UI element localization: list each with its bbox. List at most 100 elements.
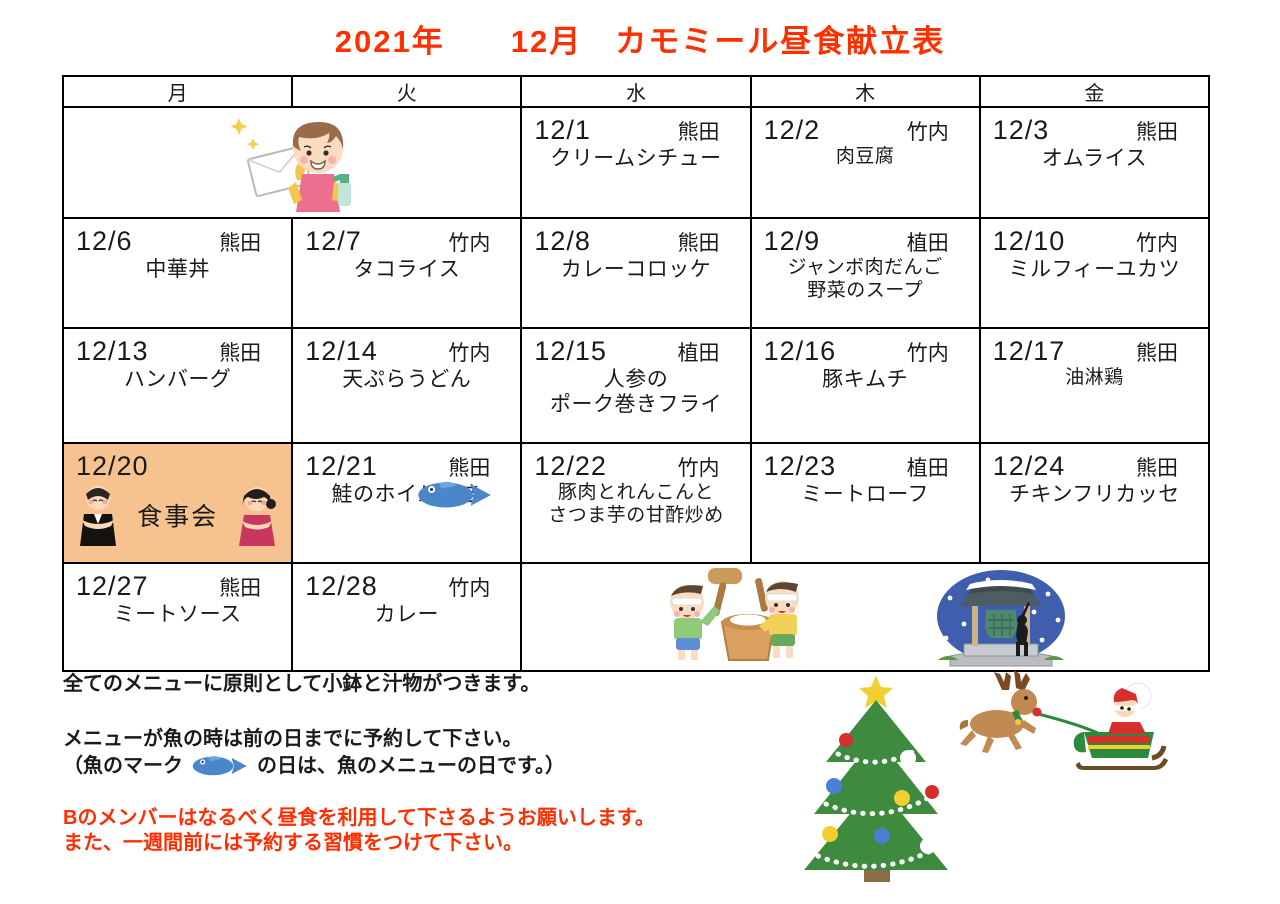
day-header-thu: 木	[749, 75, 981, 108]
cell-staff: 熊田	[219, 342, 262, 365]
cell-date: 12/23	[763, 451, 837, 481]
cell-staff: 熊田	[219, 577, 262, 600]
note-fish-reserve: メニューが魚の時は前の日までに予約して下さい。	[63, 728, 523, 750]
cell-menu: 人参の ポーク巻きフライ	[549, 368, 722, 417]
page-title: 2021年 12月 カモミール昼食献立表	[334, 24, 946, 59]
cell-12-22: 12/22 竹内 豚肉とれんこんと さつま芋の甘酢炒め	[520, 442, 752, 564]
cell-date: 12/28	[305, 571, 378, 601]
cell-menu: タコライス	[353, 258, 461, 281]
calendar-week-1: 12/1 熊田 クリームシチュー 12/2 竹内 肉豆腐 12/3 熊田 オムライス	[61, 106, 1211, 219]
calendar-week-3: 12/13 熊田 ハンバーグ 12/14 竹内 天ぷらうどん 12/15 植田 人参の ポーク巻き…	[61, 327, 1211, 444]
cell-staff: 竹内	[448, 577, 491, 600]
cell-menu: 天ぷらうどん	[342, 368, 472, 391]
cell-menu: チキンフリカッセ	[1009, 483, 1180, 506]
cell-menu: ハンバーグ	[123, 368, 232, 391]
cell-staff: 植田	[906, 457, 949, 480]
cell-staff: 熊田	[1136, 342, 1178, 365]
footer-notes: 全てのメニューに原則として小鉢と汁物がつきます。 メニューが魚の時は前の日までに…	[63, 672, 783, 856]
cell-12-17: 12/17 熊田 油淋鶏	[978, 327, 1211, 444]
cell-staff: 竹内	[448, 232, 491, 255]
cell-date: 12/21	[305, 451, 378, 481]
note-week-before: また、一週間前には予約する習慣をつけて下さい。	[63, 832, 523, 854]
cell-staff: 植田	[677, 342, 720, 365]
calendar-week-5: 12/27 熊田 ミートソース 12/28 竹内 カレー	[61, 560, 1210, 672]
cell-menu: ジャンボ肉だんご 野菜のスープ	[787, 257, 943, 301]
cleaning-lady-illustration	[225, 108, 360, 217]
note-side-dish: 全てのメニューに原則として小鉢と汁物がつきます。	[63, 673, 541, 695]
day-header-wed: 水	[520, 75, 752, 108]
note-b-members: Bのメンバーはなるべく昼食を利用して下さるようお願いします。	[63, 807, 655, 829]
cell-menu: 中華丼	[145, 258, 210, 281]
cell-staff: 竹内	[906, 342, 949, 365]
cell-date: 12/8	[534, 226, 591, 256]
cleaning-lady-cell	[61, 106, 523, 219]
cell-12-9: 12/9 植田 ジャンボ肉だんご 野菜のスープ	[749, 217, 981, 329]
cell-12-10: 12/10 竹内 ミルフィーユカツ	[978, 217, 1211, 329]
bowing-man-icon	[72, 482, 124, 548]
cell-12-27: 12/27 熊田 ミートソース	[61, 562, 294, 672]
cell-staff: 竹内	[906, 121, 949, 144]
cell-12-8: 12/8 熊田カレーコロッケ	[520, 217, 752, 329]
cell-date: 12/16	[763, 336, 837, 366]
cell-menu: クリームシチュー	[550, 147, 722, 170]
calendar-header-row: 月 火 水 木 金	[61, 75, 1211, 108]
cell-12-20: 12/20 食事会	[61, 442, 294, 564]
cell-date: 12/13	[76, 336, 149, 366]
cell-staff: 竹内	[1136, 232, 1178, 255]
cell-12-16: 12/16 竹内豚キムチ	[749, 327, 981, 444]
cell-12-7: 12/7 竹内タコライス	[291, 217, 523, 329]
note-fish-mark: （魚のマーク の日は、魚のメニューの日です。）	[63, 752, 783, 780]
day-header-mon: 月	[61, 75, 294, 108]
fish-icon	[191, 752, 249, 780]
cell-12-15: 12/15 植田 人参の ポーク巻きフライ	[520, 327, 752, 444]
cell-12-21: 12/21 熊田 鮭のホイル焼き	[291, 442, 523, 564]
cell-date: 12/24	[992, 451, 1066, 481]
cell-date: 12/6	[76, 226, 133, 256]
santa-sleigh-illustration	[942, 662, 1170, 779]
cell-date: 12/10	[992, 226, 1066, 256]
cell-menu: カレー	[374, 603, 440, 626]
cell-12-6: 12/6 熊田 中華丼	[61, 217, 294, 329]
cell-date: 12/17	[992, 336, 1066, 366]
cell-date: 12/22	[534, 451, 607, 481]
cell-staff: 熊田	[1136, 121, 1178, 144]
cell-menu: カレーコロッケ	[560, 258, 712, 281]
menu-calendar-table: 月 火 水 木 金 12/1 熊田 クリームシチュー 12/2 竹内 肉豆腐 12/3 熊田オ…	[61, 75, 1211, 672]
cell-menu: 油淋鶏	[1065, 367, 1124, 388]
cell-menu: 豚肉とれんこんと さつま芋の甘酢炒め	[548, 482, 724, 526]
cell-menu: ミートソース	[113, 603, 242, 626]
cell-12-1: 12/1 熊田クリームシチュー	[520, 106, 752, 219]
cell-staff: 植田	[906, 232, 949, 255]
mochi-pounding-illustration	[630, 560, 835, 667]
bowing-woman-icon	[231, 482, 283, 548]
cell-staff: 熊田	[1136, 457, 1178, 480]
cell-date: 12/14	[305, 336, 378, 366]
cell-staff: 竹内	[677, 457, 720, 480]
cell-date: 12/7	[305, 226, 362, 256]
cell-menu: 肉豆腐	[835, 146, 895, 167]
new-year-illustration-cell	[520, 560, 1210, 672]
cell-date: 12/2	[763, 115, 821, 145]
cell-staff: 竹内	[448, 342, 491, 365]
cell-menu: ミートローフ	[801, 483, 930, 506]
cell-12-23: 12/23 植田ミートローフ	[749, 442, 981, 564]
cell-12-14: 12/14 竹内天ぷらうどん	[291, 327, 523, 444]
cell-12-24: 12/24 熊田チキンフリカッセ	[978, 442, 1211, 564]
cell-staff: 熊田	[677, 121, 720, 144]
cell-date: 12/1	[534, 115, 591, 145]
calendar-week-2: 12/6 熊田 中華丼 12/7 竹内 タコライス 12/8 熊田 カレーコロッケ 12/9 植田ジ…	[61, 217, 1211, 329]
event-label: 食事会	[137, 503, 219, 531]
temple-bell-illustration	[930, 568, 1072, 675]
cell-menu: 豚キムチ	[822, 368, 909, 391]
cell-12-2: 12/2 竹内 肉豆腐	[749, 106, 981, 219]
day-header-fri: 金	[978, 75, 1211, 108]
cell-date: 12/3	[992, 115, 1050, 145]
christmas-tree-illustration	[790, 674, 962, 887]
cell-12-28: 12/28 竹内 カレー	[291, 562, 523, 672]
cell-staff: 熊田	[677, 232, 720, 255]
cell-date: 12/20	[76, 451, 149, 481]
day-header-tue: 火	[291, 75, 523, 108]
fish-icon	[416, 476, 494, 519]
cell-staff: 熊田	[219, 232, 262, 255]
calendar-body: 12/1 熊田 クリームシチュー 12/2 竹内 肉豆腐 12/3 熊田 オムライス 12/6 熊田…	[61, 106, 1211, 672]
